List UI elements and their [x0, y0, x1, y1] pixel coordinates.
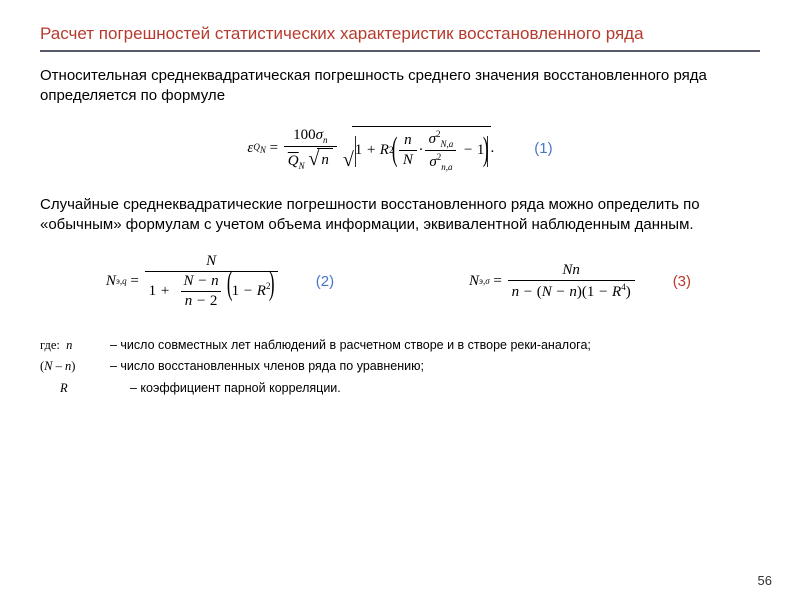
equation-3: Nэ,σ = Nn n − (N − n)(1 − R4) [469, 262, 637, 301]
legend-row-R: R – коэффициент парной корреляции. [40, 378, 760, 399]
legend-sym-R: R [40, 378, 122, 399]
legend-sym-Nn: (N – n) [40, 356, 102, 377]
legend: где: n – число совместных лет наблюдений… [40, 335, 760, 399]
legend-sym-n: где: n [40, 335, 102, 356]
equation-2-block: Nэ,q = N 1 + N − n n − 2 (1 − R2) (2) [40, 253, 400, 310]
equation-3-number: (3) [673, 273, 691, 290]
legend-row-Nn: (N – n) – число восстановленных членов р… [40, 356, 760, 377]
paragraph-2: Случайные среднеквадратические погрешнос… [40, 195, 760, 236]
page-number: 56 [758, 573, 772, 588]
slide-title: Расчет погрешностей статистических харак… [40, 24, 760, 44]
equation-1: εQN = 100σn QN n | 1 + R2 ( n N · [247, 126, 494, 172]
equation-1-block: εQN = 100σn QN n | 1 + R2 ( n N · [40, 117, 760, 181]
paragraph-1: Относительная среднеквадратическая погре… [40, 66, 760, 107]
equation-3-block: Nэ,σ = Nn n − (N − n)(1 − R4) (3) [400, 262, 760, 301]
legend-txt-R: – коэффициент парной корреляции. [130, 378, 760, 399]
legend-txt-n: – число совместных лет наблюдений в расч… [110, 335, 760, 356]
title-rule [40, 50, 760, 52]
slide: Расчет погрешностей статистических харак… [0, 0, 800, 600]
equation-row-2-3: Nэ,q = N 1 + N − n n − 2 (1 − R2) (2) [40, 249, 760, 313]
legend-row-n: где: n – число совместных лет наблюдений… [40, 335, 760, 356]
equation-2: Nэ,q = N 1 + N − n n − 2 (1 − R2) [106, 253, 280, 310]
equation-2-number: (2) [316, 273, 334, 290]
equation-1-number: (1) [534, 140, 552, 157]
legend-txt-Nn: – число восстановленных членов ряда по у… [110, 356, 760, 377]
